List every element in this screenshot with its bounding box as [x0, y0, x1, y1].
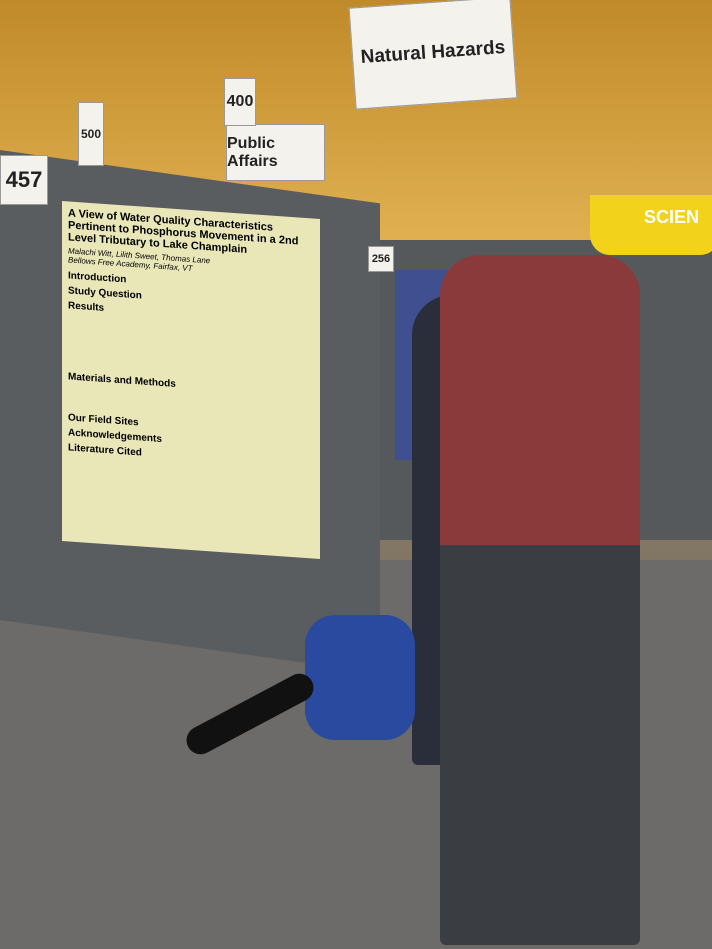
natural-hazards-sign: Natural Hazards: [348, 0, 518, 110]
public-affairs-sign: Public Affairs: [226, 124, 325, 181]
backpack: [305, 615, 415, 740]
poster-materials: Materials and Methods: [68, 371, 176, 390]
science-banner: SCIEN: [590, 195, 712, 255]
booth-number-sign: 457: [0, 155, 48, 205]
aisle-sign-500: 500: [78, 102, 104, 166]
booth-256-sign: 256: [368, 246, 394, 272]
visitor-in-plaid-shirt: [440, 255, 640, 945]
research-poster: A View of Water Quality Characteristics …: [62, 200, 320, 560]
aisle-sign-400: 400: [224, 78, 256, 126]
